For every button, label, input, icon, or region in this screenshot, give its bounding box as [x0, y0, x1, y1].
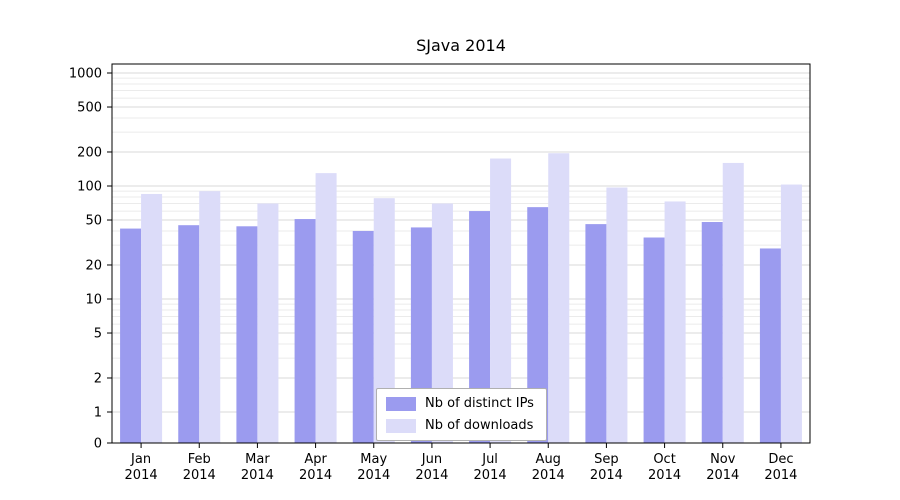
x-tick-label-month: Jun — [421, 452, 442, 467]
bar-downloads — [141, 193, 163, 443]
x-tick-label-month: Jan — [130, 452, 151, 467]
x-tick-label-year: 2014 — [590, 468, 623, 483]
legend-item-distinct-ips: Nb of distinct IPs — [386, 396, 534, 411]
legend-label-distinct-ips: Nb of distinct IPs — [425, 396, 534, 411]
legend: Nb of distinct IPs Nb of downloads — [376, 388, 547, 441]
bar-downloads — [722, 162, 744, 443]
bar-distinct-ips — [120, 228, 142, 443]
bar-downloads — [664, 201, 686, 443]
y-tick-label: 200 — [77, 145, 102, 160]
bar-distinct-ips — [352, 230, 374, 443]
y-tick-label: 100 — [77, 180, 102, 195]
x-tick-label-month: May — [360, 452, 387, 467]
bar-downloads — [257, 203, 279, 443]
y-tick-label: 1000 — [69, 67, 102, 82]
bar-downloads — [780, 184, 802, 444]
x-tick-label-year: 2014 — [183, 468, 216, 483]
x-tick-label-year: 2014 — [299, 468, 332, 483]
bar-distinct-ips — [759, 248, 781, 443]
bar-distinct-ips — [701, 222, 723, 443]
bar-downloads — [606, 187, 628, 443]
x-tick-label-year: 2014 — [706, 468, 739, 483]
bar-distinct-ips — [236, 226, 258, 443]
x-tick-label-year: 2014 — [125, 468, 158, 483]
bar-downloads — [431, 203, 453, 443]
x-tick-label-month: Aug — [536, 452, 561, 467]
legend-swatch-distinct-ips — [386, 396, 416, 411]
x-tick-label-year: 2014 — [532, 468, 565, 483]
x-tick-label-month: Sep — [594, 452, 619, 467]
x-tick-label-month: Nov — [710, 452, 736, 467]
y-tick-label: 1 — [94, 406, 102, 421]
bar-downloads — [199, 191, 221, 443]
bar-distinct-ips — [294, 219, 316, 443]
y-tick-label: 2 — [94, 371, 102, 386]
x-tick-label-month: Jul — [481, 452, 498, 467]
x-tick-label-year: 2014 — [415, 468, 448, 483]
legend-label-downloads: Nb of downloads — [425, 418, 534, 433]
bar-downloads — [315, 173, 337, 444]
chart-title: SJava 2014 — [416, 36, 506, 55]
y-tick-label: 0 — [94, 437, 102, 452]
y-tick-label: 5 — [94, 327, 102, 342]
bar-distinct-ips — [469, 211, 491, 443]
x-tick-label-year: 2014 — [474, 468, 507, 483]
y-tick-label: 500 — [77, 101, 102, 116]
bar-downloads — [490, 158, 512, 444]
x-tick-label-month: Mar — [245, 452, 270, 467]
legend-item-downloads: Nb of downloads — [386, 418, 534, 433]
bar-distinct-ips — [527, 207, 549, 443]
bar-distinct-ips — [585, 224, 607, 443]
y-tick-label: 10 — [85, 293, 102, 308]
x-tick-label-year: 2014 — [648, 468, 681, 483]
bar-downloads — [548, 153, 570, 444]
bar-downloads — [373, 198, 395, 443]
x-tick-label-month: Oct — [653, 452, 675, 467]
plot-border — [111, 63, 811, 444]
x-tick-label-month: Apr — [304, 452, 327, 467]
bar-distinct-ips — [178, 225, 200, 443]
x-tick-label-month: Feb — [188, 452, 211, 467]
legend-swatch-downloads — [386, 418, 416, 433]
x-tick-label-month: Dec — [768, 452, 793, 467]
x-tick-label-year: 2014 — [357, 468, 390, 483]
bar-distinct-ips — [643, 237, 665, 443]
y-tick-label: 20 — [85, 258, 102, 273]
x-tick-label-year: 2014 — [241, 468, 274, 483]
x-tick-label-year: 2014 — [764, 468, 797, 483]
y-tick-label: 50 — [85, 214, 102, 229]
